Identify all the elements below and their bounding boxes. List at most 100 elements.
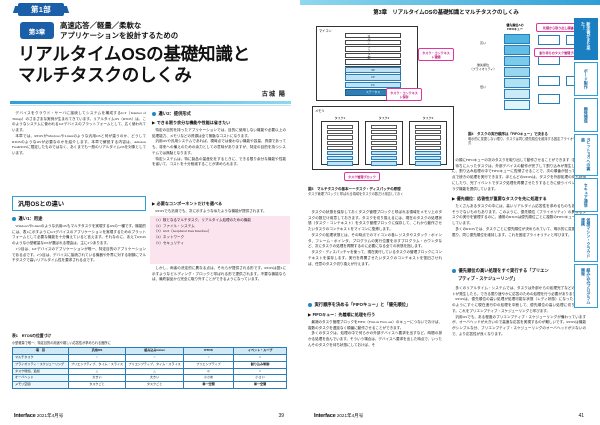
feature-list-highlight [150,216,290,264]
memory-block: メモリ タスク1 タスク2 [312,106,454,170]
side-tab-navigation: 新定番がまた来た！ ボード製作 開発環境 8ビットPICへの実装 セキュア通信 … [574,18,600,310]
triangle-right-icon: ▶ [308,312,312,317]
side-tab-0[interactable]: 新定番がまた来た！ [574,18,598,60]
intro-paragraph-1: デバイスをクラウド・サーバに接続してシステムを構成するIoT（Internet … [12,111,146,156]
side-tab-1[interactable]: ボード製作 [574,62,598,96]
table-header-cell: イベント・ループ [233,347,287,355]
kicker-line-1: 高速応答／軽量／柔軟な [60,21,142,30]
context-bar-highlight [327,156,353,161]
difference-1-body: WindowsやLinuxのような汎用OSもマルチタスクを実現するOSの一種です… [12,224,146,263]
table-cell: 小さい [233,374,287,383]
context-bar [415,135,441,140]
callout-context-restore: タスク・コンテキスト復帰 [418,48,454,62]
list-item: （1）核となるマルチタスク、リアルタイム処理のための機能 [154,218,251,222]
table-header-cell: 汎用OS [67,347,127,355]
part-tab: 第1部 [18,3,64,16]
subheading-fifo: ▶ FIFOキュー：先着順に処理を行う [308,312,376,317]
task-block-2: タスク2 [365,116,403,167]
queue-cell [504,56,530,66]
table-cell: 単一空間 [233,381,287,390]
queue-cell [504,34,530,44]
context-bar-highlight [327,150,353,156]
task-context-bars [371,125,397,167]
table-cell: タスクごと [125,381,184,390]
register-pc: PC [345,81,401,89]
section-heading-general-os-difference: 汎用OSとの違い [12,196,146,211]
queue-cell [504,67,530,77]
bullet-dot-icon [152,111,156,116]
register-bar [345,39,401,45]
triangle-right-icon: ▶ [152,120,156,125]
context-bar-highlight [327,161,353,166]
context-bar [327,140,353,145]
callout-context-save: タスク・コンテキスト保存 [386,88,422,102]
list-item: （4）ネットワーク [154,235,185,240]
subheading-difference-1: 違い1：用途 [12,216,42,222]
difference-2-body-3: しかし、両者の決定的に異なる点は、それらが提供される形です。RTOSは図1に示す… [152,266,286,282]
context-bar-highlight [415,156,441,161]
register-bar [345,46,401,52]
article-kicker: 高速応答／軽量／柔軟な アプリケーションを設計するための [60,21,290,41]
subheading-minimize-features: ▶ できる限り余分な機能や性能は省きたい [152,120,231,125]
footer-left: Interface 2021年4月号 [14,413,64,419]
side-tab-5[interactable]: 仮想マシン・クラウド連携 [574,214,598,262]
rtos-comparison-table: 項 目 汎用OS 組み込みLinux RTOS イベント・ループ マルチタスク … [12,347,287,390]
table-cell: プリエンプティブ、タイム・スライス [125,360,184,369]
page-number-left: 39 [278,413,284,419]
right-col3-preemptive-body: 多くのリアルタイム・システムでは、タスクは外部からの処理完了などのイベントが発生… [452,286,586,336]
context-bar [415,125,441,130]
table-cell: 割り込み制御 [233,360,287,369]
task-block-3: タスク3 [409,116,447,166]
bullet-dot-icon [12,216,16,221]
context-bar [327,125,353,130]
left-page: 第1部 第3章 高速応答／軽量／柔軟な アプリケーションを設計するための リアル… [0,0,300,425]
table-header-row: 項 目 汎用OS 組み込みLinux RTOS イベント・ループ [12,347,287,355]
mcu-block: マイコン 汎用レジスタ群 SP FP PC ステータス [316,26,418,101]
table-row: プライオリティ・スケジューリング プリエンプティブ、タイム・スライス プリエンプ… [12,360,287,369]
context-bar [371,145,397,151]
header-band [300,0,600,5]
triangle-right-icon: ▶ [152,201,156,206]
subheading-difference-2: 違い2：提供形式 [152,111,191,117]
side-tab-2[interactable]: 開発環境 [574,98,598,132]
context-bar [371,140,397,145]
axis-label-high: 高い [479,41,486,45]
figure-3-caption: 図3 マルチタスクの基本ーータスク・ディスパッチの原理 タスク管理ブロックと呼ば… [308,187,404,196]
title-divider-thin [10,104,291,106]
bullet-dot-icon [452,268,456,273]
mcu-label: マイコン [319,29,332,33]
register-bar [345,52,401,59]
subheading-preemptive-line2: プティブ・スケジューリング」 [458,276,518,281]
figure-3-task-dispatch: マイコン 汎用レジスタ群 SP FP PC ステータス [308,26,460,184]
side-tab-6[interactable]: 組み込みプログラム開発 [574,264,598,308]
queue-cell [504,89,530,99]
table-header-cell: 組み込みLinux [125,347,184,355]
side-tab-4[interactable]: セキュア通信 [574,178,598,212]
context-bar-highlight [415,161,441,166]
table-cell: マルチタスク [12,353,69,362]
context-bar-highlight [371,156,397,161]
table-cell: 大きい [67,374,127,383]
register-fp: FP [345,74,401,81]
subheading-priority: ▶ 優先順位：応答性が重要なタスクを先に処理する [452,196,547,201]
context-bar [371,125,397,130]
register-bar [345,59,401,65]
table-cell: メモリ空間 [12,381,69,390]
right-col2-top: の順にFIFOキューの次のタスクを取り出して動作させることができます（図4）。 … [452,158,586,191]
right-col2-priority-body: たくさんあるタスクの中には、高いリアルタイム応答性を求めるものもあれば、そうでな… [452,204,586,237]
context-bar [327,135,353,140]
axis-label-low: 低い [479,85,486,89]
subheading-select-components: ▶ 必要なコンポーネントだけを選べる [152,201,223,206]
author-name: 古城 陽 [261,91,286,98]
difference-2-body-1: 特定の目的を持ったアプリケーションでは、目的に使用しない機能や必要以上の処理能力… [152,128,286,167]
difference-2-body-2: RTOSでも汎用でも、次に示すような似たような機能が提供されます。 [155,209,267,213]
side-tab-3[interactable]: 8ビットPICへの実装 [574,134,598,176]
table-cell: オーバヘッド [12,374,69,383]
context-bar [371,130,397,135]
context-bar-highlight [371,161,397,166]
table-cell: 小さめ [182,374,235,383]
table-header-cell: RTOS [182,347,235,355]
context-bar [327,145,353,151]
table-cell: ○ [182,353,235,362]
register-bar [345,33,401,39]
